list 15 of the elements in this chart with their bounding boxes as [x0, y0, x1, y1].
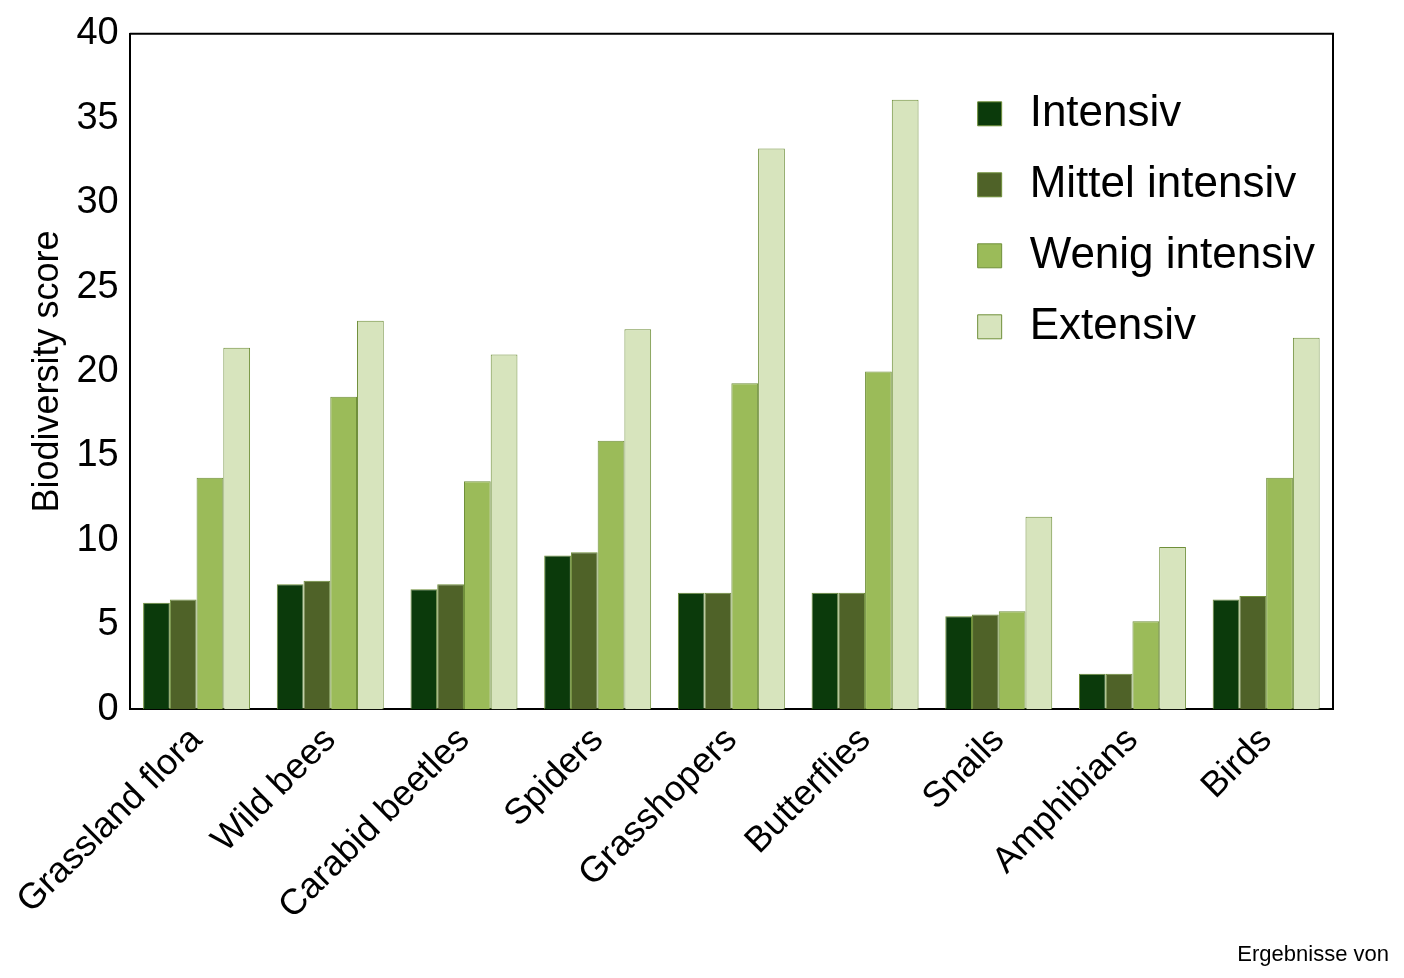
legend-label: Extensiv — [1029, 298, 1196, 348]
y-tick-label: 20 — [76, 347, 119, 390]
y-tick-label: 0 — [97, 685, 119, 728]
legend-label: Intensiv — [1029, 85, 1182, 135]
y-tick-label: 30 — [76, 179, 119, 222]
y-tick-label: 25 — [76, 263, 119, 306]
y-tick-label: 5 — [97, 601, 119, 644]
y-tick-label: 15 — [76, 432, 119, 475]
legend-label: Mittel intensiv — [1029, 156, 1297, 206]
y-tick-label: 35 — [76, 94, 119, 137]
y-axis-title: Biodiversity score — [24, 230, 66, 513]
y-tick-label: 40 — [76, 10, 119, 53]
text: Ergebnisse von — [1237, 941, 1389, 967]
legend-label: Wenig intensiv — [1029, 227, 1316, 277]
y-tick-label: 10 — [76, 516, 119, 559]
